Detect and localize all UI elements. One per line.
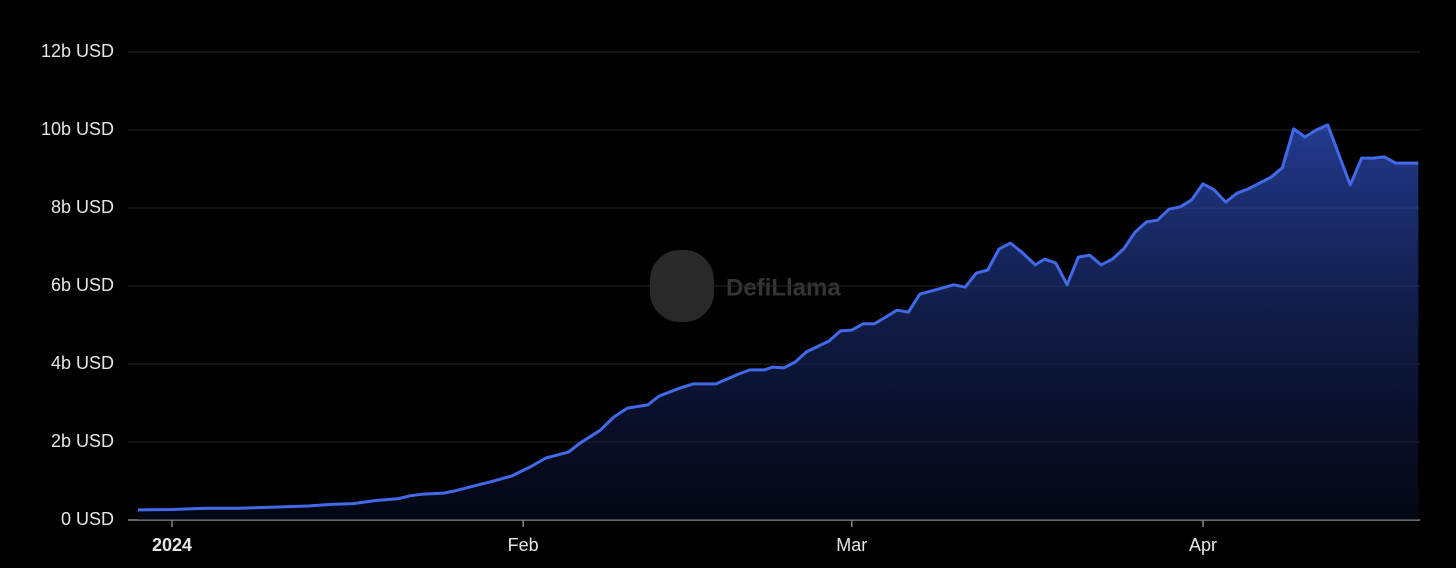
area xyxy=(138,124,1419,521)
x-tick-label: 2024 xyxy=(152,535,192,555)
line xyxy=(137,123,1419,512)
x-tick-label: Mar xyxy=(836,535,867,555)
y-tick-label: 10b USD xyxy=(41,119,114,139)
y-tick-label: 4b USD xyxy=(51,353,114,373)
x-tick-label: Apr xyxy=(1189,535,1217,555)
y-tick-label: 0 USD xyxy=(61,509,114,529)
watermark-text: DefiLlama xyxy=(726,274,841,301)
y-tick-label: 12b USD xyxy=(41,41,114,61)
x-tick-label: Feb xyxy=(508,535,539,555)
y-tick-label: 8b USD xyxy=(51,197,114,217)
y-tick-label: 6b USD xyxy=(51,275,114,295)
y-tick-label: 2b USD xyxy=(51,431,114,451)
